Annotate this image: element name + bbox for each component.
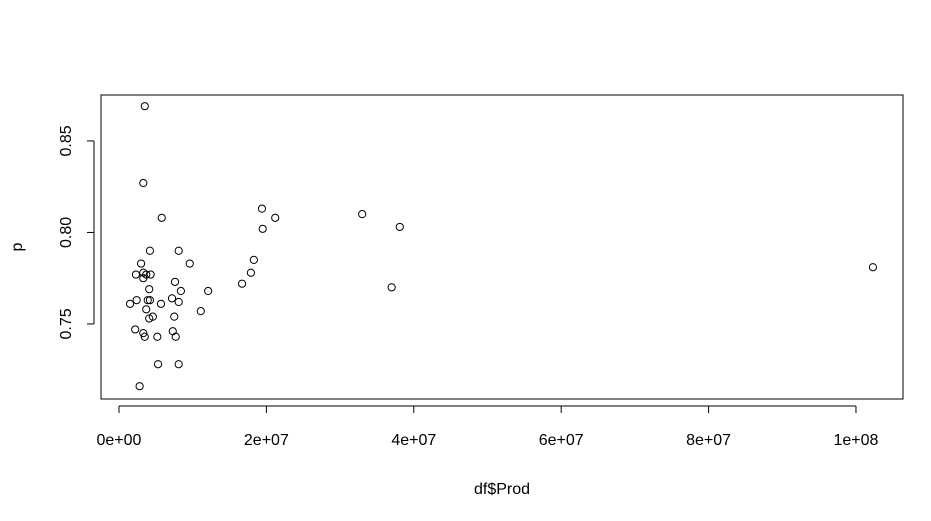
point [196,307,205,316]
x-tick-label: 1e+08 [834,432,879,449]
point [171,332,180,341]
x-tick-label: 0e+00 [97,432,142,449]
point [387,283,396,292]
point [132,296,141,305]
point [249,255,258,265]
point [145,285,154,294]
point [143,296,152,305]
x-tick-label: 8e+07 [686,432,731,449]
point [136,259,146,268]
point [131,270,141,279]
x-tick-label: 2e+07 [244,432,289,449]
y-tick-label: 0.85 [58,125,75,156]
point [257,204,267,213]
x-tick-label: 4e+07 [391,432,436,449]
point [204,286,213,296]
point [145,296,155,305]
point [395,222,404,232]
point [145,314,154,323]
point [125,299,135,308]
point [140,102,149,111]
point [358,210,367,219]
point [174,297,183,307]
y-axis-label: p [9,242,26,251]
point [139,274,148,283]
point [868,263,878,272]
x-axis-label: df$Prod [474,481,530,498]
point [131,325,140,334]
point [246,268,256,277]
point [153,360,163,369]
point [156,299,166,308]
point [157,213,166,222]
point [146,270,155,279]
point [140,332,149,341]
point [139,329,148,338]
point [176,286,185,296]
y-tick-label: 0.75 [58,308,75,339]
point [237,279,247,288]
point [271,213,280,222]
point [139,178,148,188]
point [167,294,177,303]
point [153,332,162,341]
point [145,246,155,255]
point [258,224,267,233]
point [170,277,180,286]
point [174,246,183,255]
point [168,327,177,336]
y-tick-label: 0.80 [58,217,75,248]
point [174,360,183,369]
point [185,259,194,268]
point [142,305,151,314]
point [170,312,179,321]
point [135,382,144,391]
x-tick-label: 6e+07 [539,432,584,449]
plot-box [100,94,904,400]
